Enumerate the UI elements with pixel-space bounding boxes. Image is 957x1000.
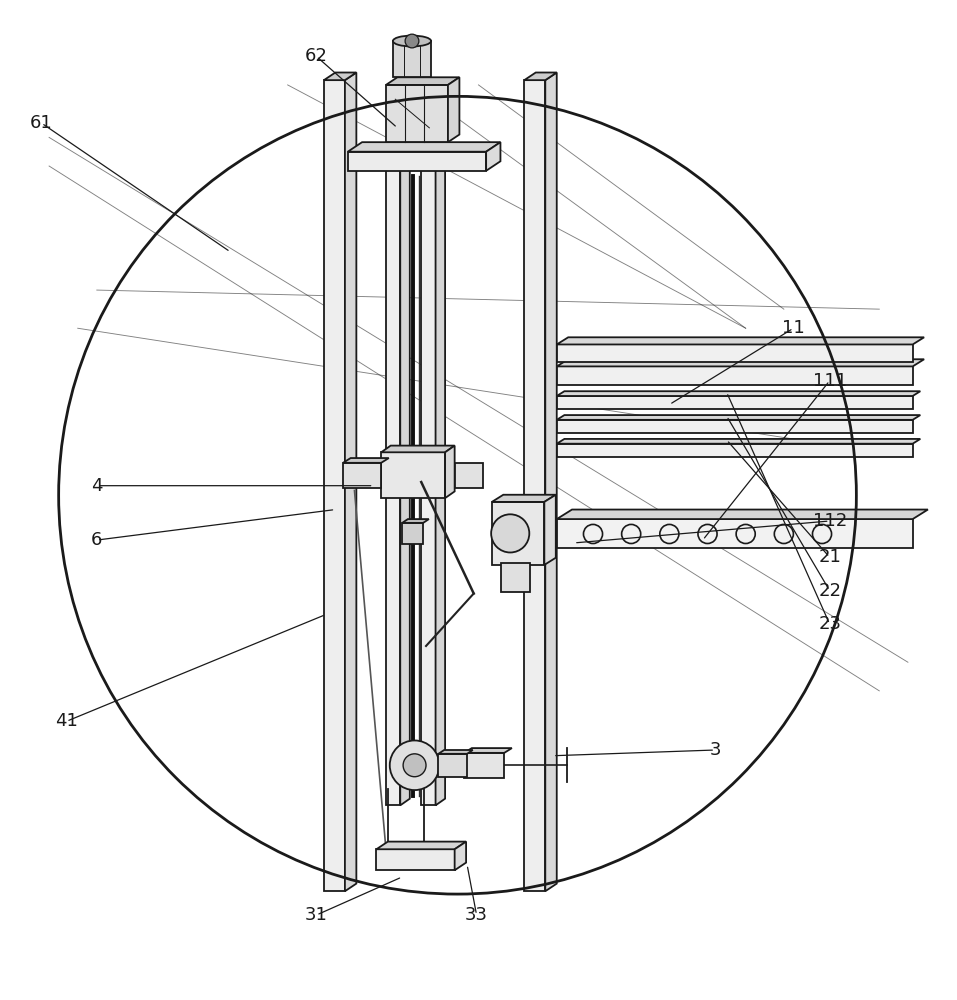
Polygon shape	[376, 842, 466, 849]
Bar	[557, 444, 913, 457]
Bar	[376, 849, 455, 870]
Text: 11: 11	[782, 319, 805, 337]
Bar	[386, 166, 400, 805]
Bar	[464, 753, 504, 778]
Polygon shape	[400, 159, 410, 805]
Polygon shape	[545, 73, 557, 891]
Text: 3: 3	[709, 741, 721, 759]
Bar	[402, 523, 423, 544]
Circle shape	[403, 754, 426, 777]
Text: 112: 112	[812, 512, 847, 530]
Circle shape	[491, 514, 529, 552]
Bar	[421, 166, 435, 805]
Bar	[343, 463, 381, 488]
Text: 61: 61	[30, 114, 53, 132]
Text: 41: 41	[55, 712, 78, 730]
Text: 22: 22	[818, 582, 841, 600]
Text: 33: 33	[465, 906, 488, 924]
Polygon shape	[435, 159, 445, 805]
Bar	[557, 519, 913, 548]
Circle shape	[405, 34, 419, 48]
Polygon shape	[557, 337, 924, 344]
Polygon shape	[557, 510, 928, 519]
Polygon shape	[448, 77, 459, 142]
Text: 62: 62	[305, 47, 327, 65]
Bar	[455, 463, 483, 488]
Polygon shape	[402, 519, 429, 523]
Text: 6: 6	[91, 531, 102, 549]
Polygon shape	[557, 439, 921, 444]
Polygon shape	[492, 495, 556, 502]
Bar	[381, 452, 445, 498]
Polygon shape	[557, 359, 924, 366]
Polygon shape	[524, 73, 557, 80]
Bar	[393, 41, 431, 77]
Bar	[557, 344, 913, 362]
Bar	[323, 80, 345, 891]
Polygon shape	[438, 750, 473, 754]
Text: 111: 111	[812, 372, 847, 390]
Bar	[557, 420, 913, 433]
Circle shape	[389, 740, 439, 790]
Ellipse shape	[393, 36, 431, 46]
Bar	[557, 396, 913, 409]
Bar	[438, 754, 467, 777]
Bar	[492, 502, 545, 565]
Polygon shape	[545, 495, 556, 565]
Polygon shape	[381, 446, 455, 452]
Text: 21: 21	[818, 548, 841, 566]
Polygon shape	[343, 458, 389, 463]
Bar	[501, 563, 530, 592]
Polygon shape	[464, 748, 512, 753]
Polygon shape	[445, 446, 455, 498]
Bar	[557, 366, 913, 385]
Polygon shape	[486, 142, 501, 171]
Polygon shape	[323, 73, 356, 80]
Polygon shape	[347, 142, 501, 152]
Text: 4: 4	[91, 477, 102, 495]
Polygon shape	[557, 391, 921, 396]
Polygon shape	[455, 842, 466, 870]
Polygon shape	[557, 415, 921, 420]
Polygon shape	[345, 73, 356, 891]
Polygon shape	[386, 77, 459, 85]
Bar	[524, 80, 545, 891]
Text: 31: 31	[305, 906, 327, 924]
Bar	[347, 152, 486, 171]
Text: 23: 23	[818, 615, 841, 633]
Bar	[386, 85, 448, 142]
